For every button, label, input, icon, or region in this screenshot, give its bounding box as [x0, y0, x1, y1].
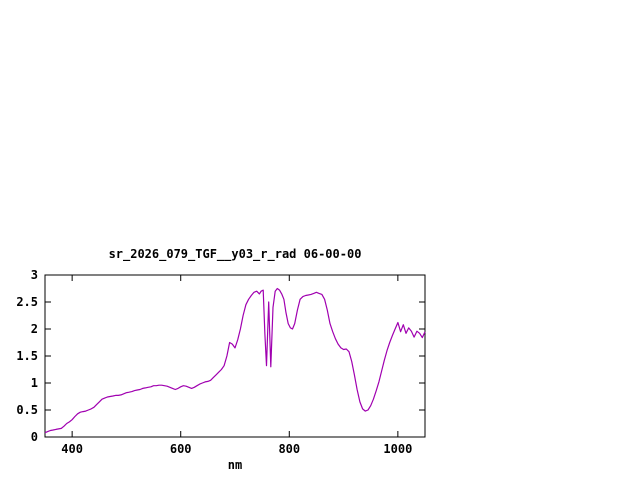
x-tick-label: 600	[170, 442, 192, 456]
chart-title: sr_2026_079_TGF__y03_r_rad 06-00-00	[108, 247, 362, 261]
y-tick-label: 1.5	[16, 349, 38, 363]
plot-border	[44, 274, 426, 438]
y-tick-label: 0	[31, 430, 38, 444]
y-tick-label: 1	[31, 376, 38, 390]
y-tick-label: 0.5	[16, 403, 38, 417]
y-tick-label: 2	[31, 322, 38, 336]
x-axis-label: nm	[227, 458, 243, 472]
y-tick-label: 2.5	[16, 295, 38, 309]
x-tick-label: 400	[61, 442, 83, 456]
y-tick-label: 3	[31, 268, 38, 282]
spectrum-line	[44, 287, 426, 434]
x-tick-label: 1000	[383, 442, 412, 456]
x-tick-label: 800	[278, 442, 300, 456]
